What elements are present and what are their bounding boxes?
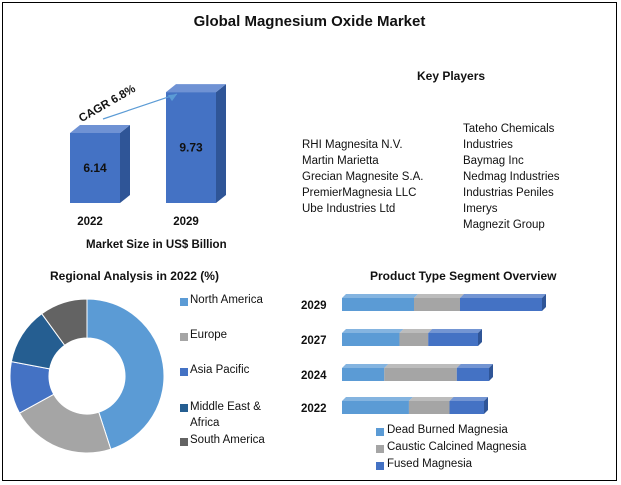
- product-title: Product Type Segment Overview: [370, 269, 557, 283]
- segment: [414, 298, 460, 311]
- tick-label: 2022: [77, 216, 103, 228]
- legend-swatch-south-america: [180, 438, 188, 446]
- segment: [342, 333, 400, 346]
- segment-top: [408, 397, 454, 401]
- tick-label: 2029: [173, 216, 199, 228]
- segment: [342, 298, 414, 311]
- segment-top: [449, 397, 488, 401]
- legend-swatch-dead-burned: [376, 428, 384, 436]
- data-label: 9.73: [179, 141, 203, 155]
- legend-swatch-fused: [376, 462, 384, 470]
- legend-north-america: North America: [190, 294, 263, 306]
- key-player: Grecian Magnesite S.A.: [302, 171, 424, 183]
- key-player: RHI Magnesita N.V.: [302, 139, 403, 151]
- chart-canvas: 6.14 2022 9.73 2029 2029 2027 2024 2022: [9, 84, 546, 454]
- market-size-xlabel: Market Size in US$ Billion: [86, 239, 227, 251]
- cagr-arrow: [102, 93, 178, 120]
- bar-end: [478, 329, 482, 346]
- segment: [342, 401, 409, 414]
- bar-top: [166, 84, 226, 93]
- bar-end: [484, 397, 488, 414]
- bar: [166, 92, 216, 203]
- legend-swatch-caustic-calcined: [376, 445, 384, 453]
- segment: [399, 333, 429, 346]
- legend-swatch-north-america: [180, 298, 188, 306]
- tick-label: 2027: [301, 335, 327, 347]
- infographic: Global Magnesium Oxide Market 6.14 2022 9.…: [2, 2, 617, 481]
- segment-top: [342, 364, 389, 368]
- donut-slice: [86, 298, 165, 450]
- bar-end: [489, 364, 493, 381]
- segment: [342, 368, 385, 381]
- product-type-chart: 2029 2027 2024 2022: [301, 294, 546, 415]
- data-label: 6.14: [83, 161, 107, 175]
- key-players-left: RHI Magnesita N.V. Martin Marietta Greci…: [302, 137, 423, 217]
- segment: [456, 368, 489, 381]
- legend-middle-east-africa: Middle East & Africa: [190, 401, 261, 429]
- segment-top: [456, 364, 493, 368]
- key-player: Nedmag Industries: [463, 171, 560, 183]
- legend-asia-pacific: Asia Pacific: [190, 364, 250, 376]
- market-size-chart: 6.14 2022 9.73 2029: [70, 84, 226, 228]
- legend-fused: Fused Magnesia: [387, 458, 473, 470]
- legend-dead-burned: Dead Burned Magnesia: [387, 424, 508, 436]
- key-player: Tateho Chemicals: [463, 123, 555, 135]
- segment-top: [342, 294, 418, 298]
- tick-label: 2029: [301, 300, 327, 312]
- segment-top: [384, 364, 461, 368]
- page-title: Global Magnesium Oxide Market: [193, 13, 426, 30]
- segment: [384, 368, 457, 381]
- key-player: Baymag Inc: [463, 155, 524, 167]
- key-player: Industrias Peniles: [463, 187, 554, 199]
- key-players-right: Tateho Chemicals Industries Baymag Inc N…: [463, 121, 560, 233]
- bar-side: [216, 84, 226, 203]
- segment-top: [342, 397, 413, 401]
- segment-top: [414, 294, 464, 298]
- segment: [428, 333, 478, 346]
- key-player: Ube Industries Ltd: [302, 203, 396, 215]
- key-players-heading: Key Players: [417, 69, 486, 83]
- cagr-arrow-head: [168, 94, 177, 102]
- bar-side: [120, 125, 130, 203]
- donut-slice: [41, 298, 88, 346]
- legend-swatch-europe: [180, 333, 188, 341]
- key-player: Magnezit Group: [463, 219, 545, 231]
- segment: [449, 401, 484, 414]
- legend-caustic-calcined: Caustic Calcined Magnesia: [387, 441, 527, 453]
- legend-swatch-middle-east-africa: [180, 404, 188, 412]
- key-player: Martin Marietta: [302, 155, 379, 167]
- segment-top: [428, 329, 482, 333]
- key-player: Industries: [463, 139, 513, 151]
- legend-swatch-asia-pacific: [180, 368, 188, 376]
- tick-label: 2024: [301, 370, 327, 382]
- legend-europe: Europe: [190, 329, 228, 341]
- regional-title: Regional Analysis in 2022 (%): [50, 269, 219, 283]
- segment-top: [342, 329, 404, 333]
- regional-donut-chart: [9, 298, 165, 454]
- key-player: Imerys: [463, 203, 498, 215]
- segment: [408, 401, 450, 414]
- key-player: PremierMagnesia LLC: [302, 187, 417, 199]
- segment: [460, 298, 542, 311]
- segment-top: [460, 294, 546, 298]
- tick-label: 2022: [301, 403, 327, 415]
- bar-top: [70, 125, 130, 134]
- segment-top: [399, 329, 433, 333]
- bar-end: [542, 294, 546, 311]
- legend-south-america: South America: [190, 434, 265, 446]
- bar: [70, 133, 120, 203]
